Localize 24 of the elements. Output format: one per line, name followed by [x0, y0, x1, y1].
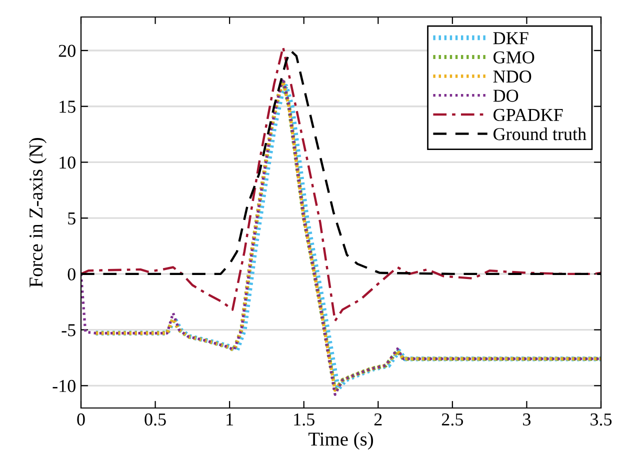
y-tick-label: 5	[68, 212, 76, 225]
y-tick-label: 10	[60, 156, 76, 169]
line-series	[81, 46, 601, 322]
y-tick-label: -5	[62, 324, 76, 336]
x-tick-label: 0	[77, 413, 85, 426]
legend-label: GMO	[494, 51, 534, 64]
y-tick-label: 15	[60, 100, 76, 113]
legend-label: DO	[493, 90, 518, 102]
x-tick-label: 0.5	[144, 413, 166, 426]
y-axis-title: Force in Z-axis (N)	[28, 138, 47, 288]
legend-label: Ground truth	[494, 128, 586, 140]
legend-label: DKF	[493, 32, 528, 44]
x-tick-label: 2	[374, 413, 382, 426]
x-tick-label: 2.5	[442, 413, 464, 426]
y-tick-label: 0	[68, 268, 76, 280]
x-axis-title: Time (s)	[308, 432, 374, 450]
y-tick-label: -10	[52, 380, 76, 392]
x-tick-label: 1	[226, 413, 233, 426]
legend-label: NDO	[493, 70, 532, 83]
legend-label: GPADKF	[494, 108, 563, 122]
x-tick-label: 3	[523, 413, 531, 426]
x-tick-label: 3.5	[590, 413, 612, 426]
x-tick-label: 1.5	[294, 413, 314, 426]
y-tick-label: 20	[58, 44, 76, 57]
